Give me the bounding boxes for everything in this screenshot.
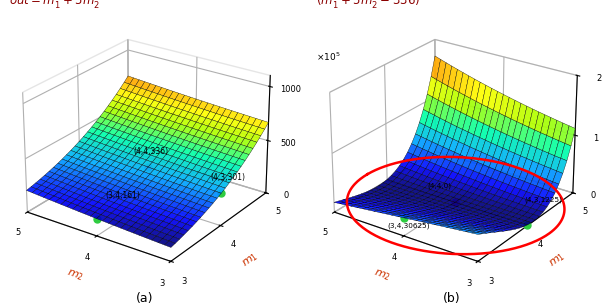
Text: $out = m_1^4 + 5m_2^2$: $out = m_1^4 + 5m_2^2$ — [9, 0, 101, 12]
Text: (a): (a) — [135, 292, 154, 305]
Y-axis label: $m_1$: $m_1$ — [240, 250, 261, 270]
Text: $\times 10^5$: $\times 10^5$ — [316, 51, 341, 63]
X-axis label: $m_2$: $m_2$ — [372, 267, 392, 284]
Y-axis label: $m_1$: $m_1$ — [547, 250, 568, 270]
Text: $(m_1^4 + 5m_2^2 - 336)^2$: $(m_1^4 + 5m_2^2 - 336)^2$ — [316, 0, 426, 12]
Text: (b): (b) — [442, 292, 461, 305]
X-axis label: $m_2$: $m_2$ — [65, 267, 85, 284]
